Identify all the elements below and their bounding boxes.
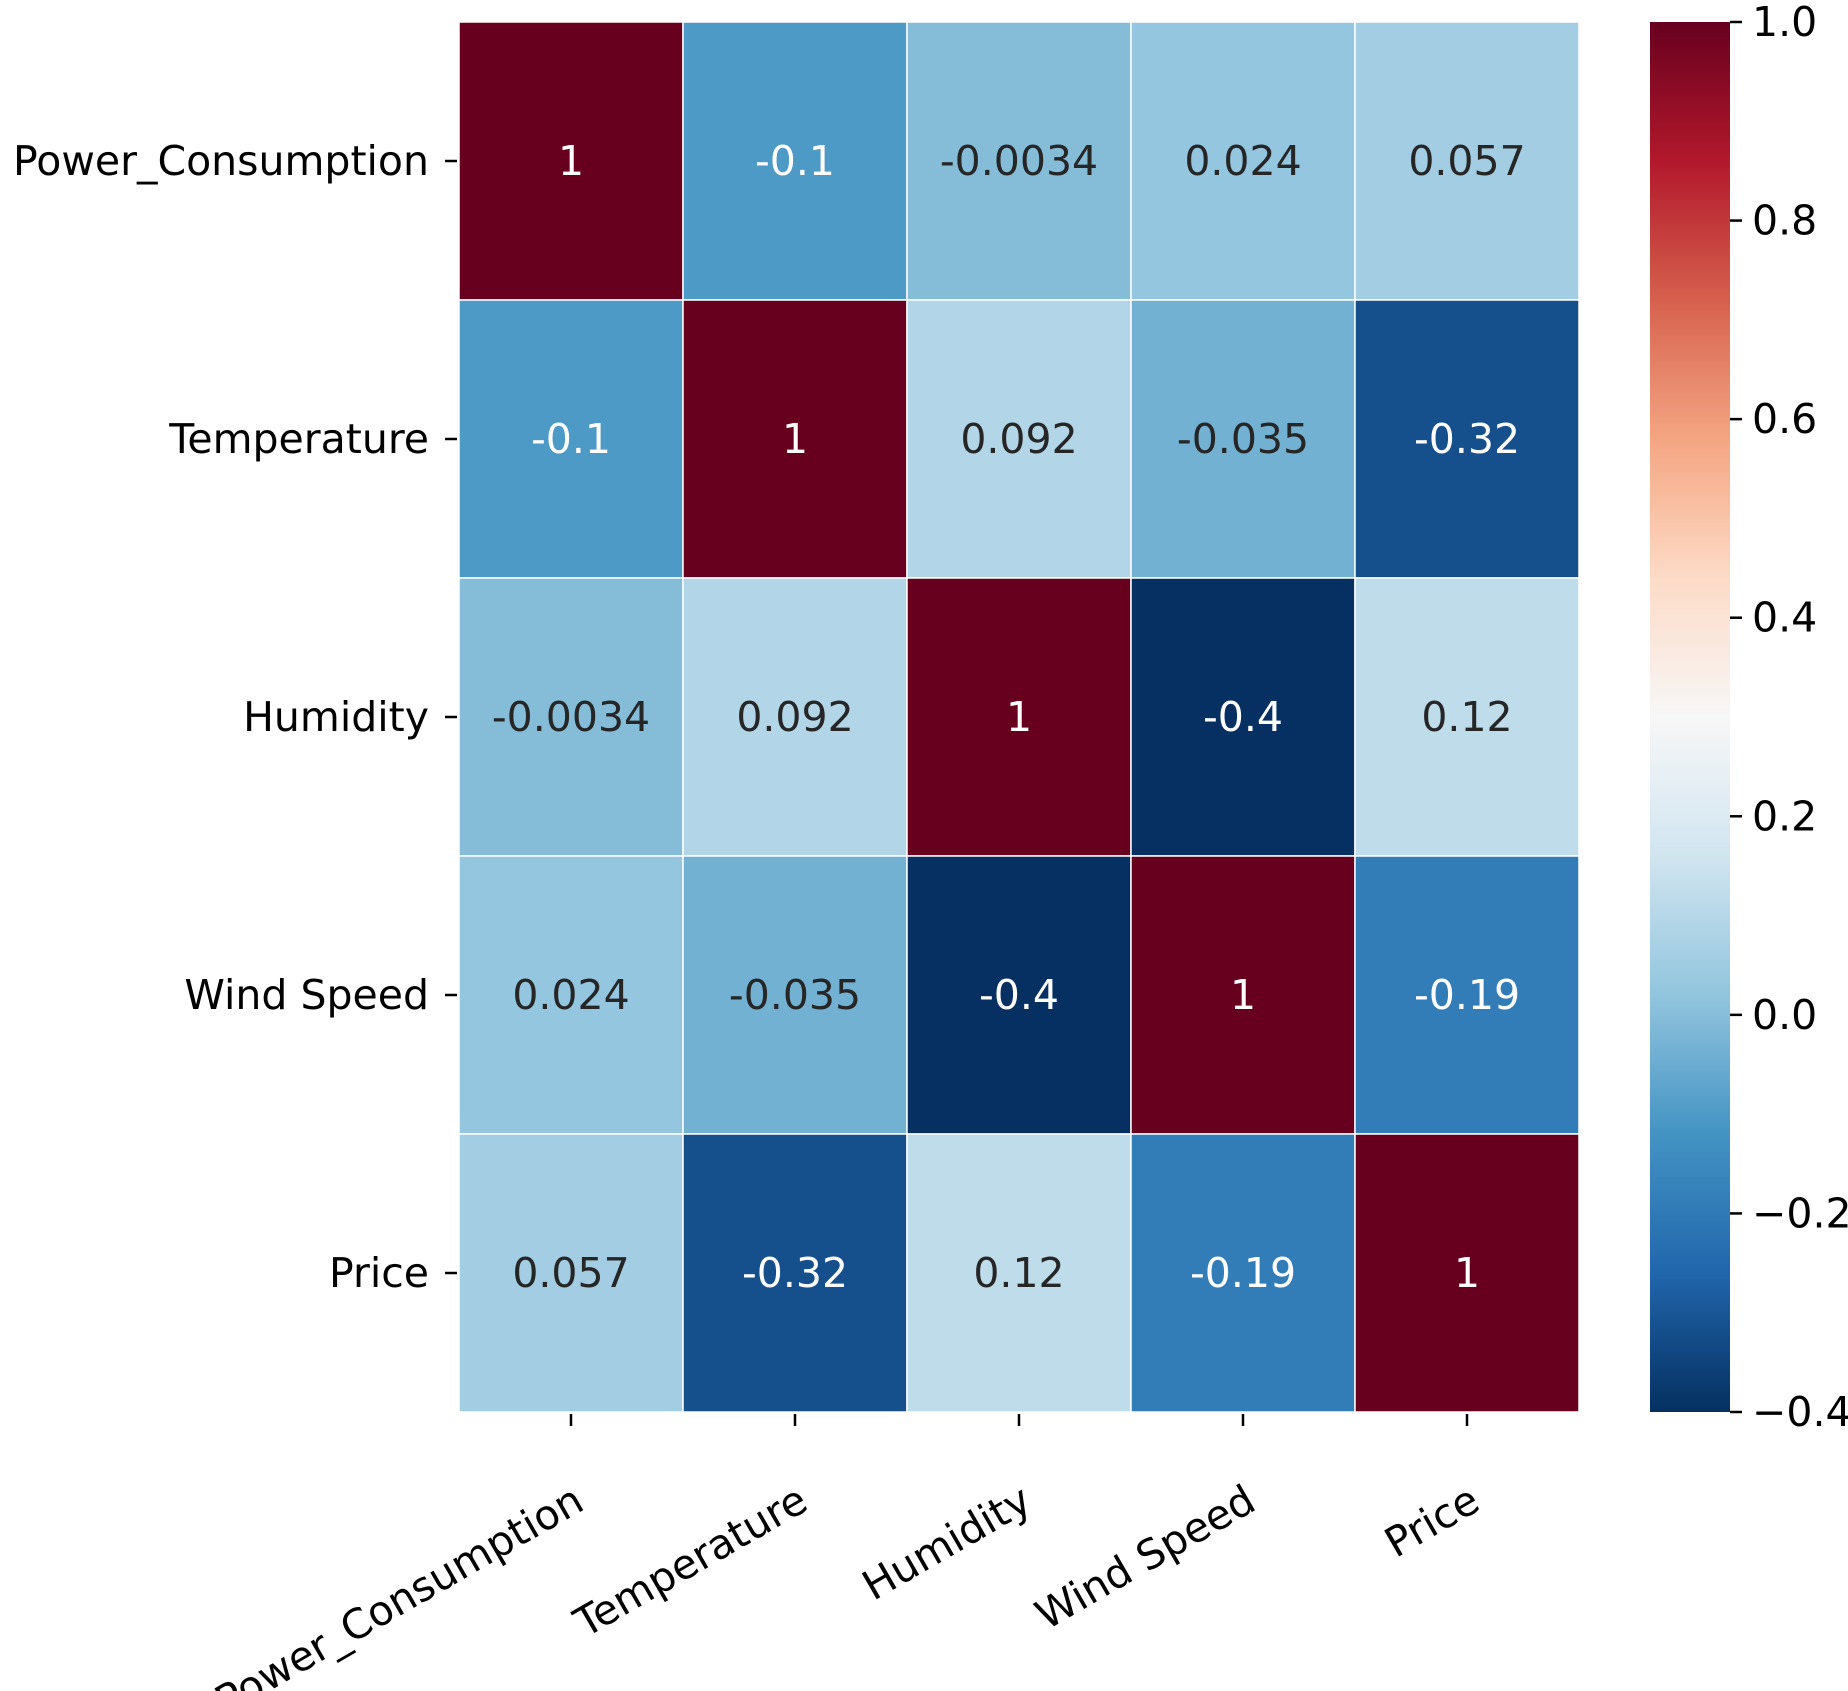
colorbar-tick-label: 0.2 [1752, 792, 1817, 840]
y-tick-label: Temperature [168, 415, 429, 463]
cell-value-label: 0.092 [960, 415, 1077, 463]
colorbar-tick-label: 0.6 [1752, 395, 1817, 443]
heatmap-cell [1354, 21, 1580, 301]
cell-value-label: 0.12 [973, 1249, 1064, 1297]
cell-value-label: 0.024 [512, 971, 629, 1019]
cell-value-label: 0.092 [736, 693, 853, 741]
heatmap-cell [458, 299, 684, 579]
cell-value-label: 1 [1454, 1249, 1480, 1297]
cell-value-label: 0.057 [512, 1249, 629, 1297]
heatmap-cell [458, 1133, 684, 1413]
y-tick-label: Power_Consumption [13, 137, 429, 185]
y-tick-label: Price [329, 1249, 429, 1297]
cell-value-label: -0.4 [979, 971, 1059, 1019]
x-tick-label: Humidity [854, 1475, 1039, 1610]
heatmap-cell [906, 577, 1132, 857]
heatmap-cell [1130, 21, 1356, 301]
cell-value-label: -0.32 [1414, 415, 1520, 463]
cell-value-label: -0.1 [755, 137, 835, 185]
heatmap-cell [906, 855, 1132, 1135]
heatmap-cell [906, 299, 1132, 579]
cell-value-label: 0.057 [1408, 137, 1525, 185]
cell-value-label: 1 [1006, 693, 1032, 741]
cell-value-label: -0.19 [1414, 971, 1520, 1019]
cell-value-label: 1 [782, 415, 808, 463]
cell-value-label: 0.024 [1184, 137, 1301, 185]
heatmap-cell [1354, 299, 1580, 579]
heatmap-cell [682, 577, 908, 857]
x-tick-label: Wind Speed [1027, 1475, 1263, 1639]
heatmap-cell [682, 855, 908, 1135]
heatmap-annotations: 1 -0.1 -0.0034 0.024 0.057 -0.1 1 0.092 -0.035 -0… [492, 137, 1526, 1297]
colorbar-tick-label: 0.0 [1752, 991, 1817, 1039]
colorbar-gradient [1650, 22, 1730, 1412]
colorbar-tick-label: 0.4 [1752, 594, 1817, 642]
heatmap-cells [458, 21, 1580, 1413]
y-tick-label: Humidity [243, 693, 429, 741]
cell-value-label: -0.4 [1203, 693, 1283, 741]
colorbar-tick-label: 0.8 [1752, 197, 1817, 245]
x-tick-label: Temperature [565, 1475, 815, 1647]
colorbar-tick-label: −0.4 [1752, 1388, 1848, 1436]
cell-value-label: -0.32 [742, 1249, 848, 1297]
cell-value-label: -0.0034 [940, 137, 1098, 185]
cell-value-label: 1 [558, 137, 584, 185]
cell-value-label: 1 [1230, 971, 1256, 1019]
cell-value-label: -0.1 [531, 415, 611, 463]
heatmap-cell [1354, 855, 1580, 1135]
heatmap-cell [1130, 855, 1356, 1135]
heatmap-cell [906, 21, 1132, 301]
x-tick-label: Power_Consumption [207, 1475, 591, 1691]
heatmap-cell [1130, 577, 1356, 857]
colorbar-tick-label: 1.0 [1752, 0, 1817, 46]
cell-value-label: -0.035 [729, 971, 861, 1019]
y-axis: Power_Consumption Temperature Humidity Wind… [13, 137, 457, 1297]
cell-value-label: 0.12 [1421, 693, 1512, 741]
heatmap-cell [1354, 577, 1580, 857]
heatmap-cell [458, 21, 684, 301]
heatmap-cell [682, 21, 908, 301]
heatmap-cell [682, 299, 908, 579]
heatmap-cell [906, 1133, 1132, 1413]
cell-value-label: -0.0034 [492, 693, 650, 741]
heatmap-cell [458, 855, 684, 1135]
heatmap-cell [682, 1133, 908, 1413]
cell-value-label: -0.035 [1177, 415, 1309, 463]
x-tick-label: Price [1377, 1475, 1488, 1567]
colorbar-tick-label: −0.2 [1752, 1189, 1848, 1237]
cell-value-label: -0.19 [1190, 1249, 1296, 1297]
y-tick-label: Wind Speed [184, 971, 429, 1019]
heatmap-cell [1354, 1133, 1580, 1413]
colorbar: 1.0 0.8 0.6 0.4 0.2 0.0 −0.2 −0.4 [1650, 0, 1848, 1436]
